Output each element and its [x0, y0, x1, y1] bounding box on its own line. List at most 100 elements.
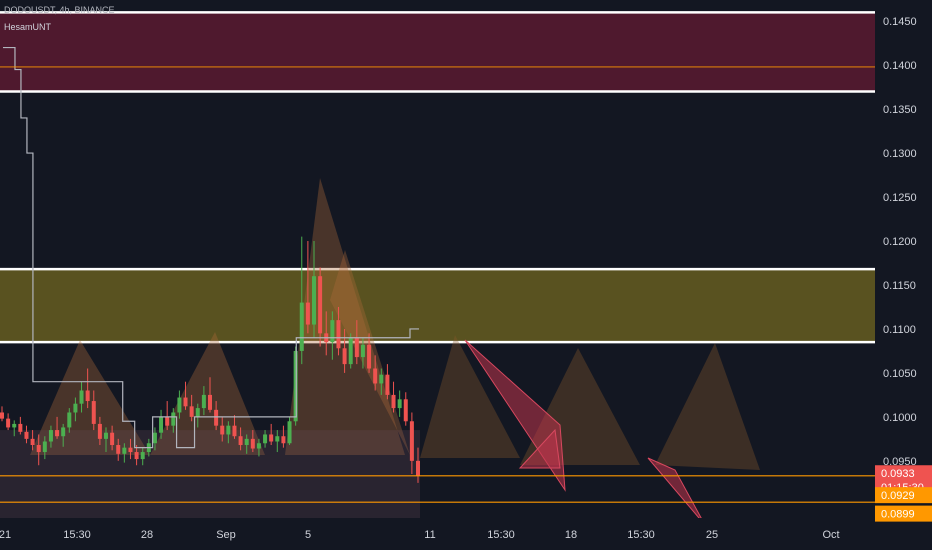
price-tick-label: 0.1000: [883, 412, 917, 424]
indicator-triangle: [655, 343, 760, 470]
candle-body: [24, 431, 29, 439]
indicator-band: [0, 430, 420, 518]
time-tick-label: 11: [424, 529, 435, 541]
candle-body: [391, 394, 396, 409]
price-tick-label: 0.1450: [883, 16, 917, 28]
candle-body: [91, 401, 96, 424]
candle-body: [275, 436, 280, 442]
candle-body: [330, 320, 335, 343]
price-tick-label: 0.1400: [883, 60, 917, 72]
price-tick-label: 0.0950: [883, 456, 917, 468]
candle-body: [73, 403, 78, 413]
candle-body: [360, 344, 365, 358]
time-tick-label: 15:30: [63, 529, 91, 541]
middle-zone: [0, 269, 875, 343]
candle-body: [256, 443, 261, 449]
candle-body: [36, 445, 41, 453]
candle-body: [159, 416, 164, 433]
candle-body: [305, 302, 310, 325]
candle-body: [293, 350, 298, 422]
candle-body: [232, 425, 237, 437]
candle-body: [281, 436, 286, 444]
candle-body: [42, 441, 47, 453]
candle-body: [122, 447, 127, 454]
zones-layer: [0, 11, 875, 344]
price-tick-label: 0.1050: [883, 368, 917, 380]
candle-body: [79, 390, 84, 404]
lines-layer: [0, 46, 875, 503]
candle-body: [201, 394, 206, 409]
candle-body: [269, 434, 274, 442]
candle-body: [318, 276, 323, 334]
price-tick-label: 0.1250: [883, 192, 917, 204]
upper-zone: [0, 12, 875, 92]
candle-body: [165, 416, 170, 426]
time-tick-label: 21: [0, 529, 11, 541]
candle-body: [116, 445, 121, 454]
time-axis-bg: [0, 518, 875, 550]
candle-body: [18, 423, 23, 432]
candle-body: [134, 452, 139, 460]
candle-body: [67, 412, 72, 428]
candle-body: [177, 397, 182, 413]
price-tick-label: 0.1200: [883, 236, 917, 248]
candle-body: [30, 438, 35, 446]
candle-body: [6, 418, 11, 428]
candle-body: [379, 374, 384, 384]
candle-body: [152, 432, 157, 444]
price-label-value: 0.0899: [881, 509, 915, 521]
candle-body: [354, 337, 359, 358]
candle-body: [367, 344, 372, 369]
price-label-box: [875, 505, 932, 522]
indicator-triangle: [150, 332, 265, 455]
candle-body: [397, 399, 402, 409]
candle-body: [171, 412, 176, 426]
price-label-box: [875, 487, 932, 504]
candle-body: [97, 423, 102, 439]
price-tick-label: 0.1100: [883, 324, 916, 336]
candle-body: [336, 320, 341, 349]
candle-body: [409, 421, 414, 461]
price-tick-label: 0.1350: [883, 104, 917, 116]
time-tick-label: Oct: [822, 529, 839, 541]
candle-body: [195, 408, 200, 417]
candle-body: [403, 399, 408, 422]
candle-body: [263, 434, 268, 444]
candles-layer: [0, 236, 420, 483]
indicator-trend-line: [3, 46, 419, 449]
price-axis-bg: [875, 0, 932, 550]
price-tick-label: 0.1300: [883, 148, 917, 160]
candle-body: [342, 348, 347, 365]
indicator-red-triangle: [647, 457, 706, 526]
candle-body: [189, 406, 194, 417]
time-axis[interactable]: 21 15:30 28 Sep 5 11 15:30 18 15:30 25 Oct: [0, 518, 875, 550]
candle-body: [183, 397, 188, 407]
candle-body: [61, 427, 66, 437]
time-tick-label: 18: [565, 529, 577, 541]
candle-body: [226, 425, 231, 435]
time-tick-label: 15:30: [627, 529, 655, 541]
time-tick-label: 28: [141, 529, 153, 541]
price-axis[interactable]: 0.1450 0.1400 0.1350 0.1300 0.1250 0.1200 0.11…: [875, 0, 932, 550]
candle-body: [250, 438, 255, 449]
candle-body: [208, 394, 212, 410]
candle-body: [104, 432, 108, 439]
candle-body: [110, 432, 115, 446]
candle-body: [299, 302, 304, 351]
candle-body: [385, 374, 390, 395]
candle-body: [348, 337, 353, 365]
candle-body: [140, 452, 145, 460]
candle-body: [220, 425, 225, 435]
candle-body: [416, 460, 420, 476]
indicator-triangle: [420, 335, 520, 458]
price-label-value: 0.0933: [881, 468, 915, 480]
price-tick-label: 0.1150: [883, 280, 916, 292]
candle-body: [244, 438, 249, 446]
symbol-header: DODOUSDT, 4h, BINANCE: [4, 5, 115, 15]
candle-body: [128, 447, 133, 453]
indicator-name: HesamUNT: [4, 22, 52, 32]
time-tick-label: 5: [305, 529, 311, 541]
candle-body: [0, 412, 4, 419]
